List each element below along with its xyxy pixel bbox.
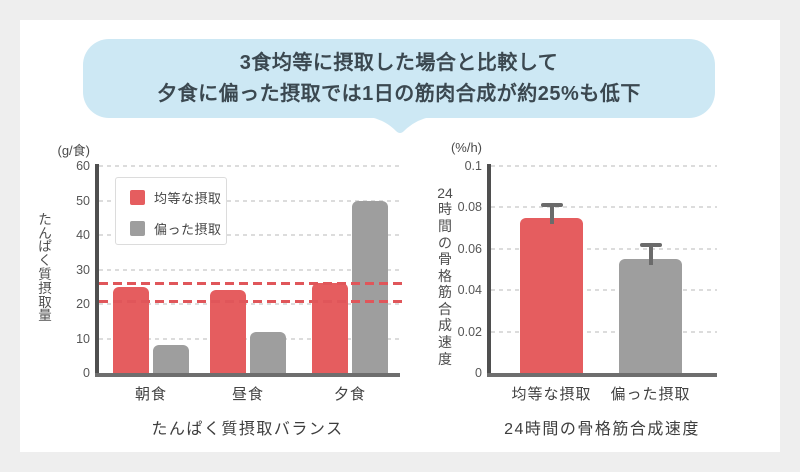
skewed-intake-bar [619, 259, 682, 373]
left-chart-title: たんぱく質摂取バランス [151, 421, 344, 438]
legend-item-skewed: 偏った摂取 [130, 220, 226, 237]
y-gridline [99, 165, 400, 167]
left-y-unit: (g/食) [57, 143, 90, 158]
y-gridline [491, 247, 717, 250]
x-category-label: 均等な摂取 [511, 386, 592, 403]
y-gridline [99, 234, 400, 236]
y-tick-label: 0 [83, 366, 90, 380]
legend-label-skewed: 偏った摂取 [154, 221, 222, 237]
y-axis-label-char: 度 [438, 350, 452, 367]
x-category-label: 偏った摂取 [610, 386, 691, 403]
y-tick-label: 0.02 [457, 324, 482, 339]
right-y-unit: (%/h) [450, 140, 482, 155]
y-gridline [491, 330, 717, 333]
y-axis-label-char: 合 [438, 300, 452, 317]
y-axis-label-char: ん [38, 225, 52, 241]
left-y-axis-label: たんぱく質摂取量 [34, 208, 56, 328]
error-bar-cap [639, 242, 662, 247]
x-category-label: 昼食 [231, 386, 264, 403]
y-tick-label: 0 [475, 366, 482, 380]
y-axis-label-char: 格 [438, 267, 452, 284]
y-axis-label-char: 時 [438, 201, 452, 218]
x-axis [487, 373, 717, 377]
legend-item-equal: 均等な摂取 [130, 189, 226, 206]
y-tick-label: 0.06 [457, 241, 482, 256]
legend-label-equal: 均等な摂取 [154, 190, 222, 206]
y-gridline [491, 165, 717, 167]
error-bar-stem [648, 242, 653, 266]
y-tick-label: 40 [76, 228, 90, 242]
y-axis-label-char: 成 [438, 317, 452, 334]
y-gridline [99, 337, 400, 340]
skewed-intake-bar [153, 345, 189, 373]
protein-balance-chart: 0 10 20 30 40 50 60 朝食 昼食 夕食 [20, 20, 780, 452]
skewed-intake-bar [352, 200, 388, 373]
infographic-card: 3食均等に摂取した場合と比較して 夕食に偏った摂取では1日の筋肉合成が約25%も… [20, 20, 780, 452]
equal-intake-swatch-icon [130, 189, 145, 205]
equal-intake-bar [520, 217, 583, 373]
y-axis-label-char: 24 [437, 184, 453, 201]
y-axis-label-char: 速 [438, 334, 452, 351]
error-bar-cap [540, 203, 563, 208]
x-axis [95, 373, 400, 377]
error-bar-stem [549, 203, 554, 224]
chart-legend: 均等な摂取 偏った摂取 [115, 177, 227, 245]
y-tick-label: 30 [76, 262, 90, 277]
equal-intake-bar [210, 290, 246, 373]
right-y-axis-label: 24 時間の骨格筋合成速度 [432, 180, 458, 372]
y-gridline [99, 303, 400, 305]
y-tick-label: 0.08 [457, 200, 482, 215]
skewed-intake-swatch-icon [130, 220, 145, 236]
y-tick-label: 10 [76, 331, 90, 346]
headline-callout: 3食均等に摂取した場合と比較して 夕食に偏った摂取では1日の筋肉合成が約25%も… [83, 39, 715, 118]
y-axis-label-char: ぱ [38, 239, 52, 255]
skewed-intake-bar [250, 331, 286, 373]
right-chart-title: 24時間の骨格筋合成速度 [504, 421, 700, 438]
headline-line2: 夕食に偏った摂取では1日の筋肉合成が約25%も低下 [157, 82, 641, 105]
y-axis-label-char: 質 [38, 267, 52, 282]
y-gridline [491, 206, 717, 209]
headline-line1: 3食均等に摂取した場合と比較して [239, 51, 559, 74]
y-gridline [99, 268, 400, 271]
reference-line [99, 299, 404, 303]
synthesis-rate-chart: 0 0.02 0.04 0.06 0.08 0.1 均等な摂取 偏った摂取 [20, 20, 780, 452]
y-axis [95, 164, 99, 377]
reference-line [99, 282, 404, 286]
y-tick-label: 50 [76, 193, 90, 208]
y-axis-label-char: 間 [438, 217, 452, 234]
y-tick-label: 60 [76, 159, 90, 173]
callout-tail-icon [370, 117, 430, 133]
y-tick-label: 0.1 [464, 159, 482, 173]
y-axis-label-char: 量 [38, 308, 52, 324]
y-tick-label: 0.04 [457, 283, 482, 298]
y-axis-label-char: 骨 [438, 251, 452, 268]
y-axis-label-char: の [438, 234, 452, 251]
y-axis-label-char: た [38, 211, 52, 227]
y-gridline [99, 199, 400, 202]
y-axis-label-char: 取 [38, 294, 52, 310]
x-category-label: 夕食 [333, 386, 366, 403]
y-axis-label-char: く [38, 253, 52, 269]
y-axis-label-char: 筋 [438, 284, 452, 301]
equal-intake-bar [312, 283, 348, 373]
x-category-label: 朝食 [134, 386, 167, 403]
y-tick-label: 20 [76, 297, 90, 311]
y-axis [487, 164, 491, 377]
y-axis-label-char: 摂 [38, 280, 52, 296]
y-gridline [491, 289, 717, 292]
